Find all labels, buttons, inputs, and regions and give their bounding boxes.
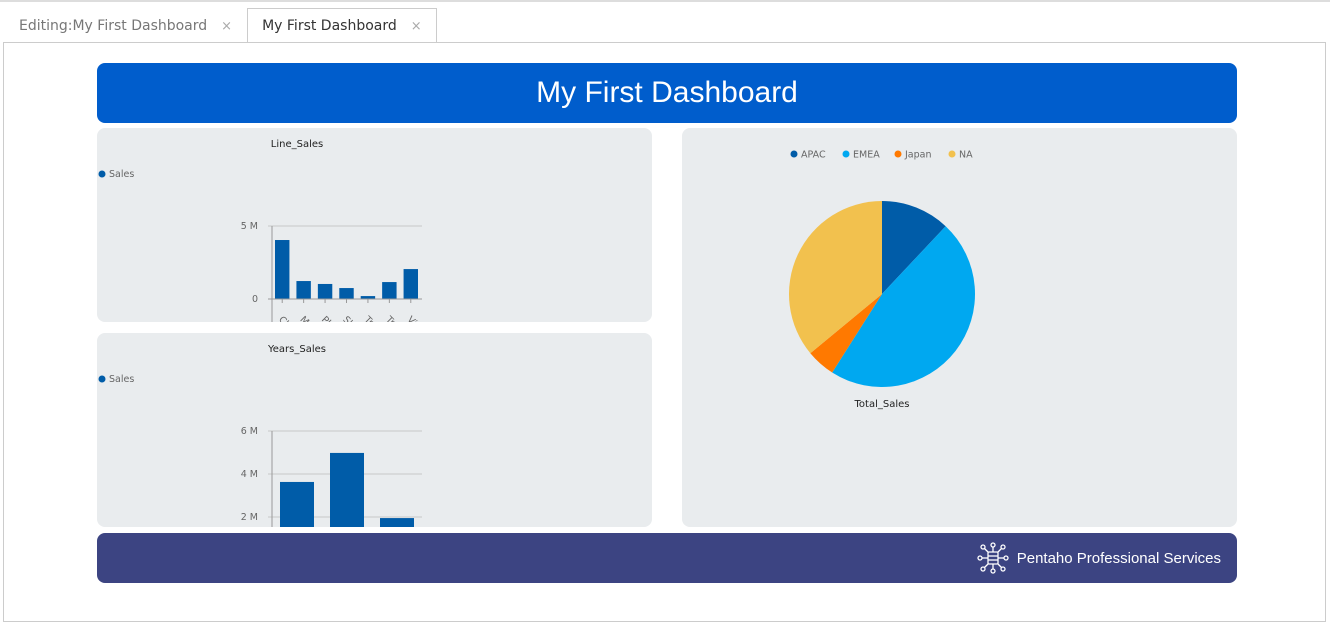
bar	[403, 269, 418, 299]
bar	[317, 283, 333, 299]
tab-label: My First Dashboard	[262, 18, 397, 34]
chart-title: Years_Sales	[267, 344, 326, 355]
chart-title: Line_Sales	[271, 139, 323, 150]
tab-label: Editing:My First Dashboard	[19, 18, 208, 34]
bar	[296, 281, 311, 299]
footer-text: Pentaho Professional Services	[1016, 549, 1221, 567]
tab-editing[interactable]: Editing:My First Dashboard ×	[4, 8, 247, 43]
legend-marker	[98, 170, 106, 178]
legend-marker	[948, 150, 956, 158]
bar	[280, 481, 314, 527]
years-sales-panel: Years_Sales Sales 2 M 4 M 6 M	[97, 333, 652, 527]
close-icon[interactable]: ×	[410, 18, 422, 34]
x-tick-label: Plan	[319, 314, 341, 322]
legend-marker	[894, 150, 902, 158]
chart-title: Total_Sales	[854, 399, 910, 410]
total-sales-chart: APAC EMEA Japan NA Total_Sales	[789, 150, 975, 410]
dashboard-title: My First Dashboard	[97, 63, 1237, 123]
tab-dashboard[interactable]: My First Dashboard ×	[247, 8, 437, 43]
y-tick-label: 5 M	[241, 221, 258, 232]
y-tick-label: 2 M	[241, 512, 258, 523]
legend-label: Sales	[109, 169, 134, 180]
line-sales-chart: Line_Sales Sales 0 5 M ClassMotoPlanShipTrai…	[98, 139, 430, 322]
pie-slice-apac	[882, 201, 946, 294]
pie-slice-emea	[832, 226, 975, 387]
x-tick-label: Moto	[298, 314, 323, 322]
legend-label: NA	[959, 150, 973, 161]
y-tick-label: 6 M	[241, 426, 258, 437]
years-sales-chart: Years_Sales Sales 2 M 4 M 6 M	[98, 344, 422, 527]
pie-slice-japan	[810, 294, 882, 373]
bar	[360, 296, 376, 299]
line-sales-panel: Line_Sales Sales 0 5 M ClassMotoPlanShipTrai…	[97, 128, 652, 322]
y-tick-label: 0	[252, 294, 258, 305]
legend-label: EMEA	[853, 150, 880, 161]
legend-label: Sales	[109, 374, 134, 385]
y-tick-label: 4 M	[241, 469, 258, 480]
legend-label: Japan	[904, 150, 932, 161]
x-tick-label: Ship	[340, 314, 362, 322]
x-tick-label: Train	[361, 314, 386, 322]
bar	[330, 452, 364, 527]
footer: Pentaho Professional Services	[97, 533, 1237, 583]
legend-marker	[790, 150, 798, 158]
total-sales-panel: APAC EMEA Japan NA Total_Sales	[682, 128, 1237, 527]
legend-marker	[98, 375, 106, 383]
bar	[380, 518, 414, 527]
x-tick-label: Class	[276, 314, 301, 322]
bar	[275, 240, 290, 299]
close-icon[interactable]: ×	[221, 18, 233, 34]
bar	[382, 282, 397, 299]
tab-bar: Editing:My First Dashboard × My First Das…	[4, 8, 437, 43]
pie-slice-na	[789, 201, 882, 354]
x-tick-label: Vinta	[405, 314, 430, 322]
x-tick-label: Truc	[383, 314, 405, 322]
network-hub-icon	[977, 542, 1009, 574]
legend-marker	[842, 150, 850, 158]
legend-label: APAC	[801, 150, 826, 161]
top-border	[0, 0, 1330, 2]
bar	[339, 288, 354, 299]
